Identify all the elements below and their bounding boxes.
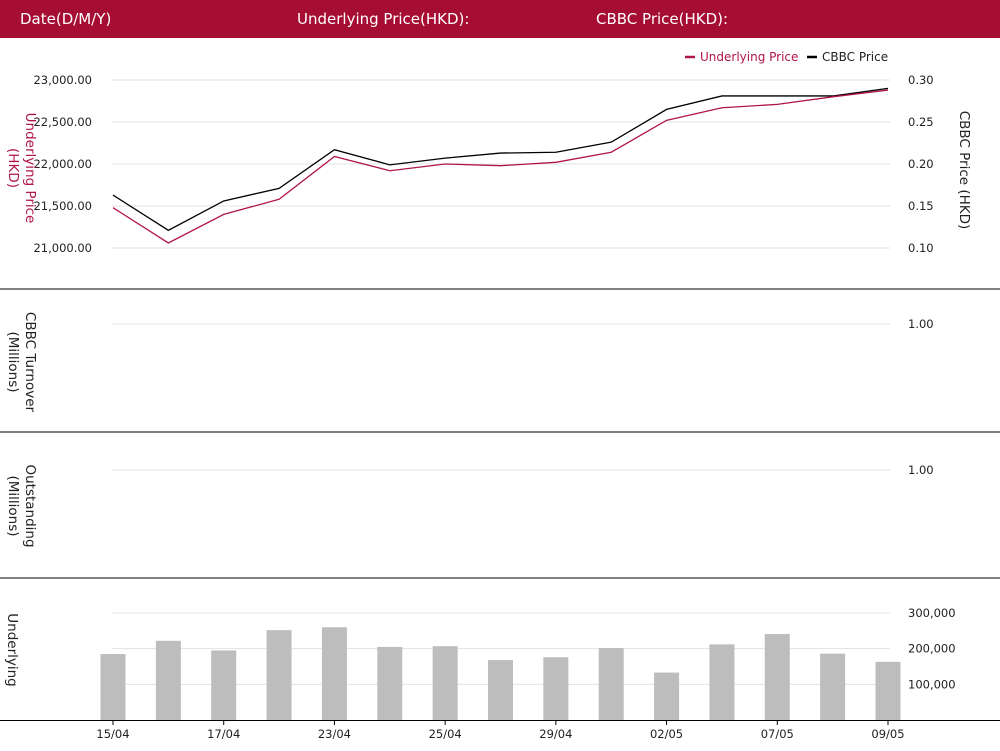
turnover-y-tick-label: 300,000 [908,606,956,620]
right-y-tick-label: 0.10 [908,241,934,255]
x-tick-label: 02/05 [650,727,683,741]
turnover-bar [654,672,680,720]
turnover-bar [764,634,790,720]
right-y-tick-label: 0.25 [908,115,934,129]
x-tick-label: 17/04 [207,727,240,741]
right-y-tick-label: 0.20 [908,157,934,171]
turnover-bar [875,661,901,720]
left-y-tick-label: 21,500.00 [33,199,92,213]
left-y-tick-label: 23,000.00 [33,73,92,87]
turnover-bar [211,650,237,720]
date-label: Date(D/M/Y) [20,10,112,28]
x-tick-label: 29/04 [539,727,572,741]
turnover-bar [543,657,569,720]
turnover-bar [709,644,735,720]
cbbc-turnover-y-tick-label: 1.00 [908,317,934,331]
turnover-bar [377,646,403,720]
turnover-bar [266,630,292,720]
underlying-price-axis-title: Underlying Price(HKD) [5,113,38,224]
right-y-tick-label: 0.15 [908,199,934,213]
left-y-tick-label: 21,000.00 [33,241,92,255]
cbbc-price-line [112,87,889,232]
right-y-tick-label: 0.30 [908,73,934,87]
turnover-y-tick-label: 200,000 [908,642,956,656]
turnover-bar [321,627,347,720]
left-y-tick-label: 22,500.00 [33,115,92,129]
left-y-tick-label: 22,000.00 [33,157,92,171]
turnover-bar [820,653,846,720]
turnover-bar [155,640,181,720]
cbbc-price-axis-title: CBBC Price (HKD) [956,111,972,230]
underlying-price-label: Underlying Price(HKD): [297,10,470,28]
cbbc-turnover-axis-title: CBBC Turnover(Millions) [5,312,38,413]
turnover-bar [488,660,513,720]
turnover-bar [598,647,624,720]
x-tick-label: 09/05 [871,727,904,741]
turnover-bar [100,654,126,720]
outstanding-axis-title: Outstanding(Millions) [5,464,38,547]
outstanding-y-tick-label: 1.00 [908,463,934,477]
chart-header: Date(D/M/Y) Underlying Price(HKD): CBBC … [0,0,1000,38]
x-tick-label: 07/05 [761,727,794,741]
x-tick-label: 25/04 [429,727,462,741]
underlying-turnover-axis-title: UnderlyingTurnover (Millions) [0,587,20,712]
underlying-price-line [112,89,889,244]
turnover-y-tick-label: 100,000 [908,677,956,691]
legend-underlying-label: Underlying Price [700,50,798,64]
legend-cbbc-label: CBBC Price [822,50,888,64]
turnover-bar [432,646,458,720]
price-turnover-chart[interactable]: 23,000.00 22,500.00 22,000.00 21,500.00 21,0… [0,38,1000,751]
x-tick-label: 23/04 [318,727,351,741]
x-tick-label: 15/04 [96,727,129,741]
cbbc-price-label: CBBC Price(HKD): [596,10,729,28]
